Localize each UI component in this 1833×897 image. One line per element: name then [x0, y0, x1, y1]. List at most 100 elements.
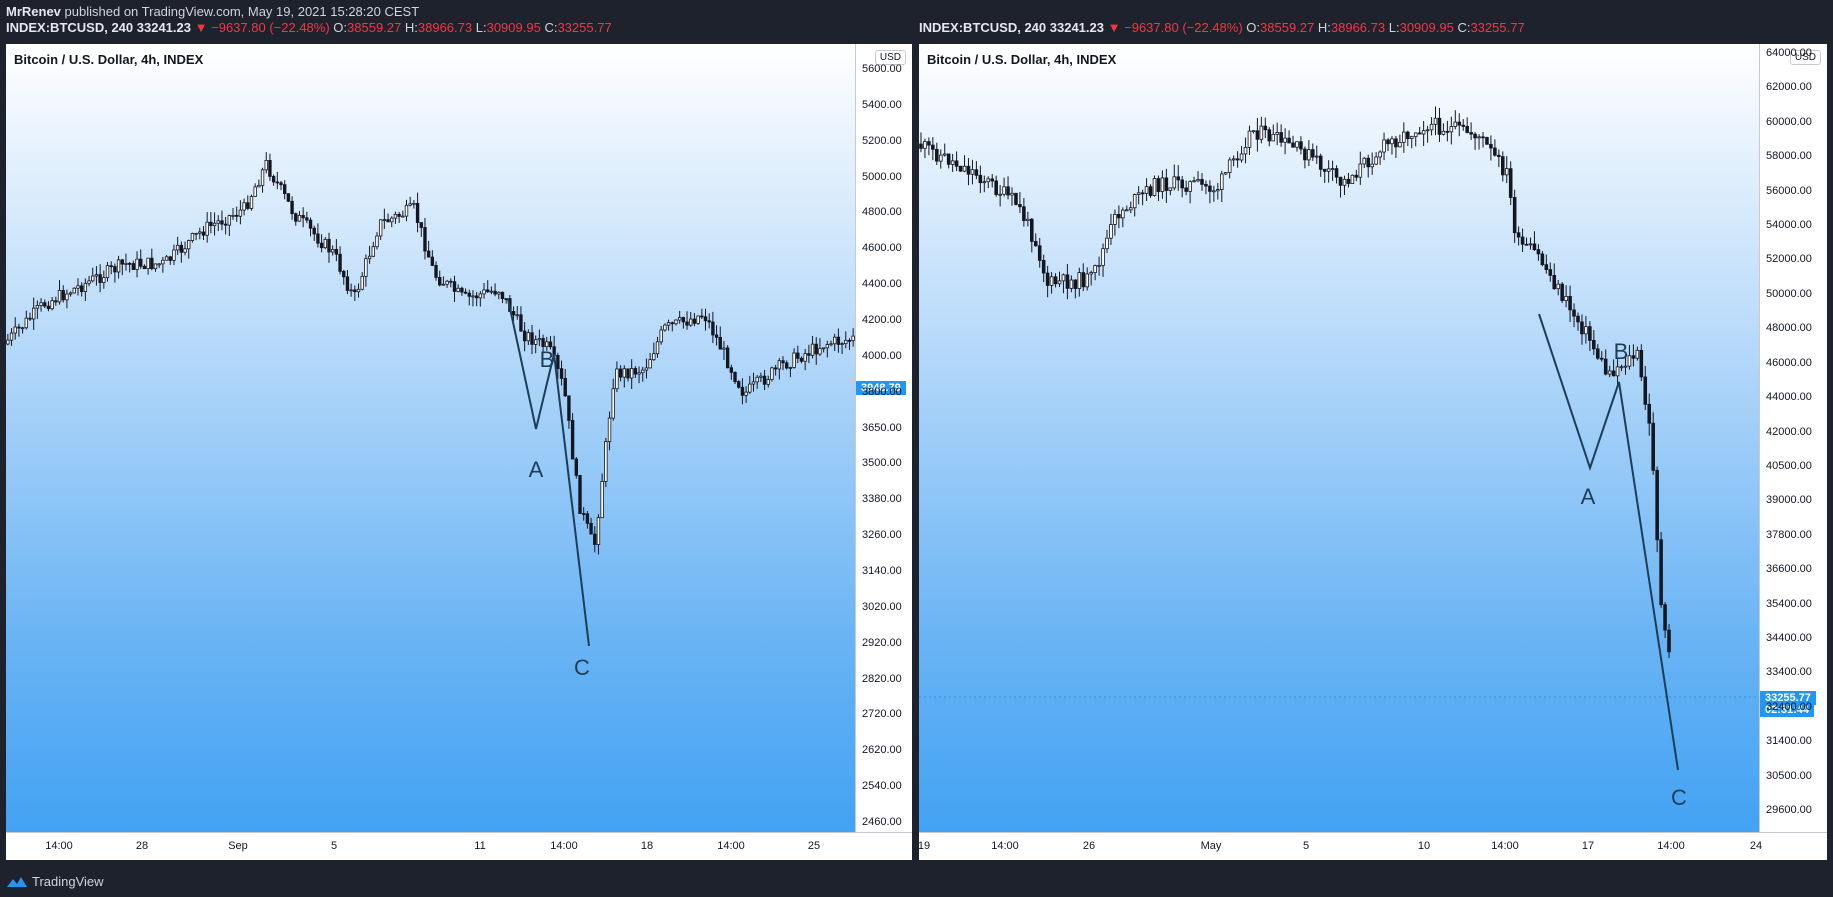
candle	[1121, 207, 1125, 228]
candle	[168, 255, 172, 265]
candle	[1386, 138, 1390, 152]
price-change-right: −9637.80 (−22.48%)	[1124, 20, 1243, 35]
candle	[1346, 172, 1351, 188]
candle	[146, 257, 150, 275]
price-tick: 56000.00	[1766, 184, 1812, 197]
candle	[1204, 180, 1208, 195]
candle	[1366, 154, 1371, 178]
candle	[1033, 233, 1038, 247]
candle	[249, 194, 254, 211]
right-plot-area[interactable]: Bitcoin / U.S. Dollar, 4h, INDEX A B C	[919, 44, 1759, 833]
candle	[1093, 264, 1097, 281]
price-tick: 58000.00	[1766, 150, 1812, 163]
candle	[445, 279, 449, 288]
candle	[641, 366, 645, 382]
left-chart-title: Bitcoin / U.S. Dollar, 4h, INDEX	[14, 52, 204, 67]
left-plot-area[interactable]: Bitcoin / U.S. Dollar, 4h, INDEX A B C	[6, 44, 855, 833]
candle	[1520, 228, 1525, 253]
candle	[401, 210, 405, 218]
candle	[1350, 174, 1355, 184]
currency-badge[interactable]: USD	[1789, 50, 1821, 65]
right-price-axis[interactable]: USD 33255.77 02:31:44 64000.00 62000.00 60…	[1759, 44, 1827, 833]
right-time-axis[interactable]: 19 14:00 26 May 5 10 14:00 17 14:00 24	[919, 832, 1827, 860]
author-name[interactable]: MrRenev	[6, 4, 61, 19]
candle	[1160, 170, 1165, 199]
candle	[364, 254, 368, 287]
time-tick: 14:00	[1491, 840, 1519, 852]
candle	[677, 310, 682, 324]
candle	[94, 266, 99, 286]
price-tick: 29600.00	[1766, 804, 1812, 816]
left-chart-panel[interactable]: Bitcoin / U.S. Dollar, 4h, INDEX A B C U…	[6, 44, 912, 860]
candle	[781, 356, 785, 371]
candle	[504, 298, 508, 304]
right-candles	[919, 106, 1759, 771]
candle	[1599, 351, 1604, 362]
candle	[522, 322, 527, 352]
candle	[194, 232, 198, 241]
candle	[31, 297, 36, 330]
time-tick: 14:00	[45, 840, 73, 852]
candle	[205, 212, 209, 243]
abc-wave-line[interactable]	[507, 298, 590, 647]
candle	[1370, 152, 1374, 175]
candle	[829, 340, 833, 347]
candle	[740, 378, 745, 405]
candle	[1528, 237, 1533, 250]
footer-brand[interactable]: TradingView	[6, 874, 104, 889]
candle	[982, 175, 987, 193]
candle	[1437, 107, 1442, 142]
candle	[1231, 155, 1236, 167]
candle	[1465, 117, 1469, 134]
candle	[1358, 151, 1363, 185]
candle	[268, 153, 272, 181]
candle	[1283, 128, 1287, 155]
candle	[1516, 226, 1521, 246]
candle	[851, 328, 855, 347]
time-tick: 11	[474, 840, 486, 852]
candle	[1097, 256, 1101, 276]
candle	[1299, 136, 1303, 155]
candle	[1441, 123, 1446, 136]
candle	[1287, 130, 1291, 144]
left-price-axis[interactable]: USD 3948.79 5600.00 5400.00 5200.00 5000.00…	[855, 44, 912, 833]
candle	[54, 296, 58, 306]
candle	[179, 241, 184, 263]
price-tick: 5600.00	[862, 63, 902, 75]
candle	[986, 176, 991, 189]
candle	[1378, 150, 1382, 165]
candle	[1584, 316, 1588, 344]
candle	[1508, 161, 1513, 206]
time-tick: 19	[919, 840, 931, 852]
candle	[246, 195, 250, 211]
left-time-axis[interactable]: 14:00 28 Sep 5 11 14:00 18 14:00 25	[6, 832, 912, 860]
price-tick: 3380.00	[862, 493, 902, 506]
candle	[825, 340, 830, 358]
price-tick: 40500.00	[1766, 459, 1812, 472]
candle	[700, 308, 704, 319]
candle	[1314, 145, 1319, 164]
candle	[1176, 165, 1181, 191]
candle	[1053, 273, 1058, 288]
candle	[1619, 364, 1624, 372]
candle	[275, 171, 280, 190]
right-chart-panel[interactable]: Bitcoin / U.S. Dollar, 4h, INDEX A B C U…	[919, 44, 1827, 860]
candle	[24, 310, 28, 330]
candle	[260, 167, 265, 193]
price-tick: 30500.00	[1766, 769, 1812, 782]
abc-wave-line[interactable]	[1538, 313, 1679, 771]
candle	[978, 165, 983, 194]
candle	[375, 232, 379, 250]
candle	[164, 254, 169, 261]
candle	[1030, 218, 1034, 253]
currency-badge[interactable]: USD	[874, 50, 906, 65]
candle	[238, 200, 243, 225]
price-tag: 3948.79	[856, 381, 906, 395]
candle	[1279, 124, 1283, 147]
candle	[593, 526, 597, 553]
candle	[390, 216, 394, 228]
candle	[102, 270, 106, 289]
candle	[1255, 117, 1260, 152]
candle	[1536, 244, 1541, 261]
candle	[545, 336, 549, 351]
